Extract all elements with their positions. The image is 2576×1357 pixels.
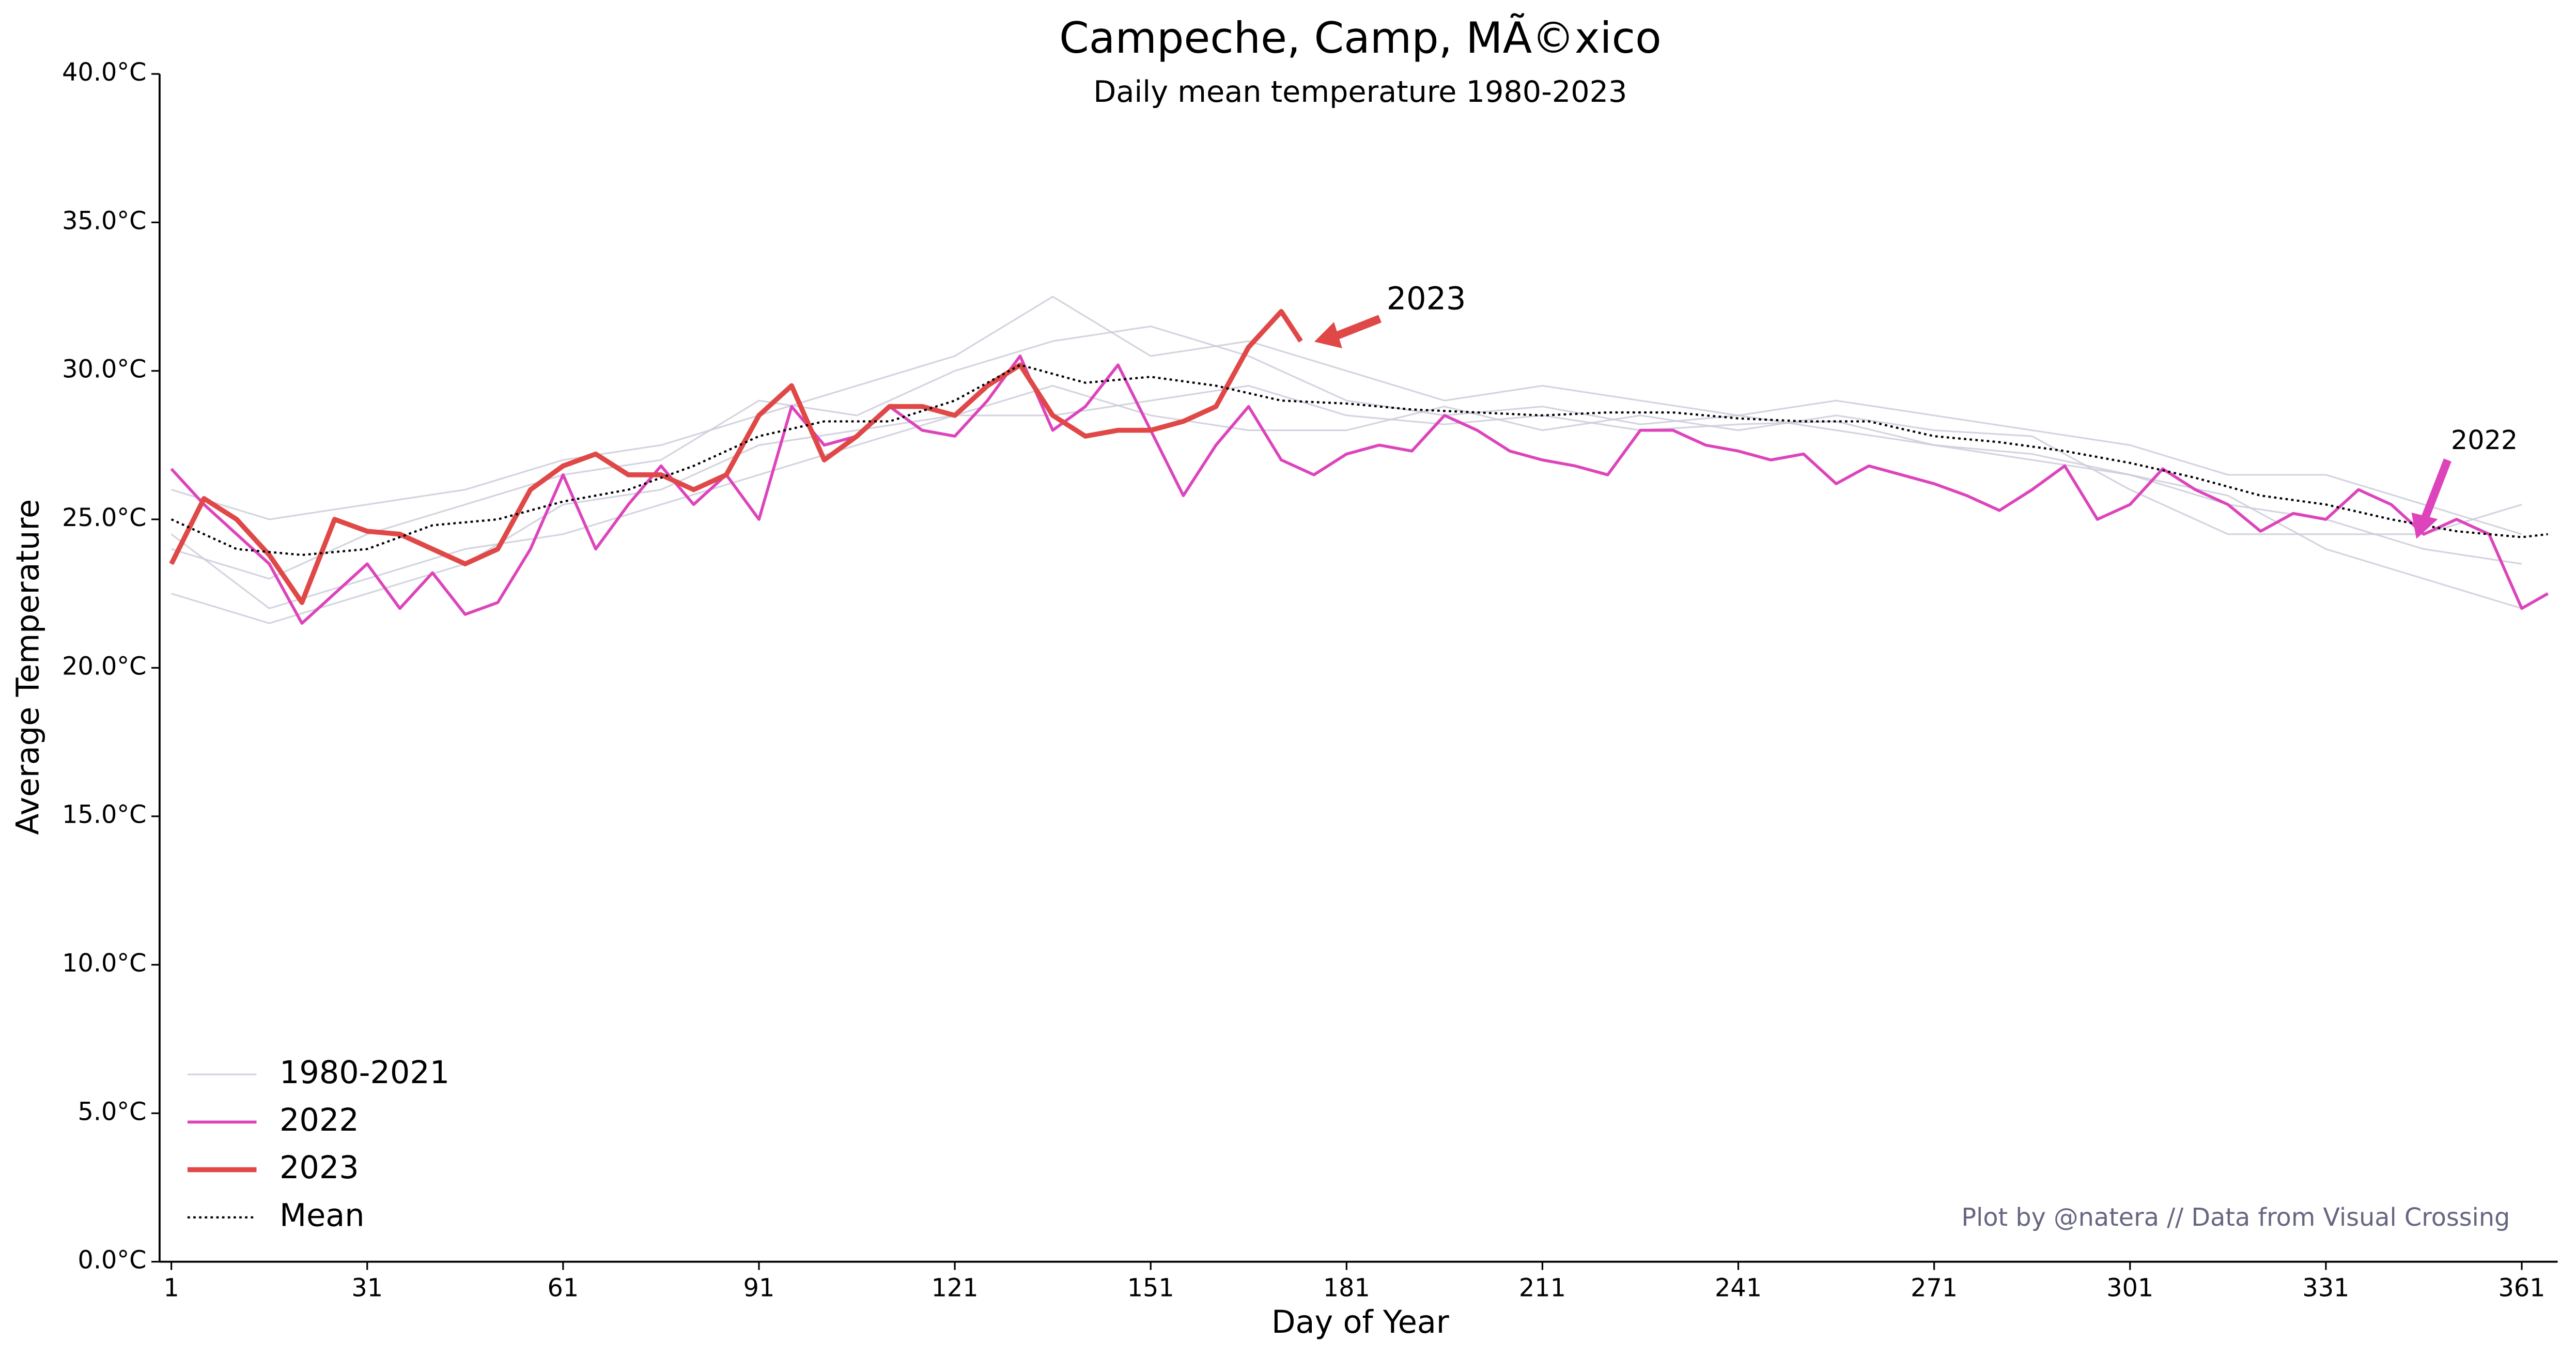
legend-label: 2022 [280, 1102, 359, 1138]
chart-title: Campeche, Camp, MÃ©xico [1059, 13, 1662, 63]
x-tick-label: 331 [2302, 1274, 2349, 1303]
y-tick-label: 5.0°C [78, 1098, 147, 1126]
y-tick-label: 0.0°C [78, 1246, 147, 1275]
series-line [170, 354, 2549, 625]
x-tick-label: 61 [548, 1274, 579, 1303]
x-tick-label: 361 [2499, 1274, 2546, 1303]
series-line [170, 384, 2522, 609]
legend-label: 1980-2021 [280, 1055, 449, 1091]
annotation-arrow [1332, 315, 1382, 341]
y-tick-label: 15.0°C [62, 801, 146, 829]
legend-label: Mean [280, 1197, 365, 1233]
series-line [169, 309, 1303, 605]
y-tick-label: 20.0°C [62, 652, 146, 681]
x-tick-label: 181 [1323, 1274, 1370, 1303]
x-tick-label: 271 [1911, 1274, 1958, 1303]
y-tick-label: 30.0°C [62, 356, 146, 384]
annotation-arrow [2420, 458, 2451, 521]
y-tick-label: 10.0°C [62, 949, 146, 978]
y-tick-label: 25.0°C [62, 504, 146, 532]
x-axis-label: Day of Year [1271, 1304, 1449, 1340]
y-tick-label: 35.0°C [62, 207, 146, 235]
annotation-arrowhead [1314, 322, 1342, 348]
x-tick-label: 241 [1715, 1274, 1762, 1303]
x-tick-label: 151 [1127, 1274, 1174, 1303]
x-tick-label: 31 [351, 1274, 383, 1303]
x-tick-label: 1 [163, 1274, 179, 1303]
series-line [171, 384, 2522, 624]
x-tick-label: 301 [2106, 1274, 2153, 1303]
y-tick-label: 40.0°C [62, 58, 146, 87]
series-line [171, 296, 2522, 535]
y-axis-label: Average Temperature [10, 499, 46, 835]
annotation-arrowhead [2411, 512, 2438, 539]
legend-label: 2023 [280, 1150, 359, 1186]
x-tick-label: 211 [1519, 1274, 1566, 1303]
annotation: 2023 [1387, 281, 1466, 317]
chart-subtitle: Daily mean temperature 1980-2023 [1093, 75, 1627, 109]
x-tick-label: 121 [932, 1274, 979, 1303]
x-tick-label: 91 [743, 1274, 775, 1303]
annotation: 2022 [2451, 425, 2518, 455]
credit: Plot by @natera // Data from Visual Cros… [1961, 1204, 2510, 1232]
